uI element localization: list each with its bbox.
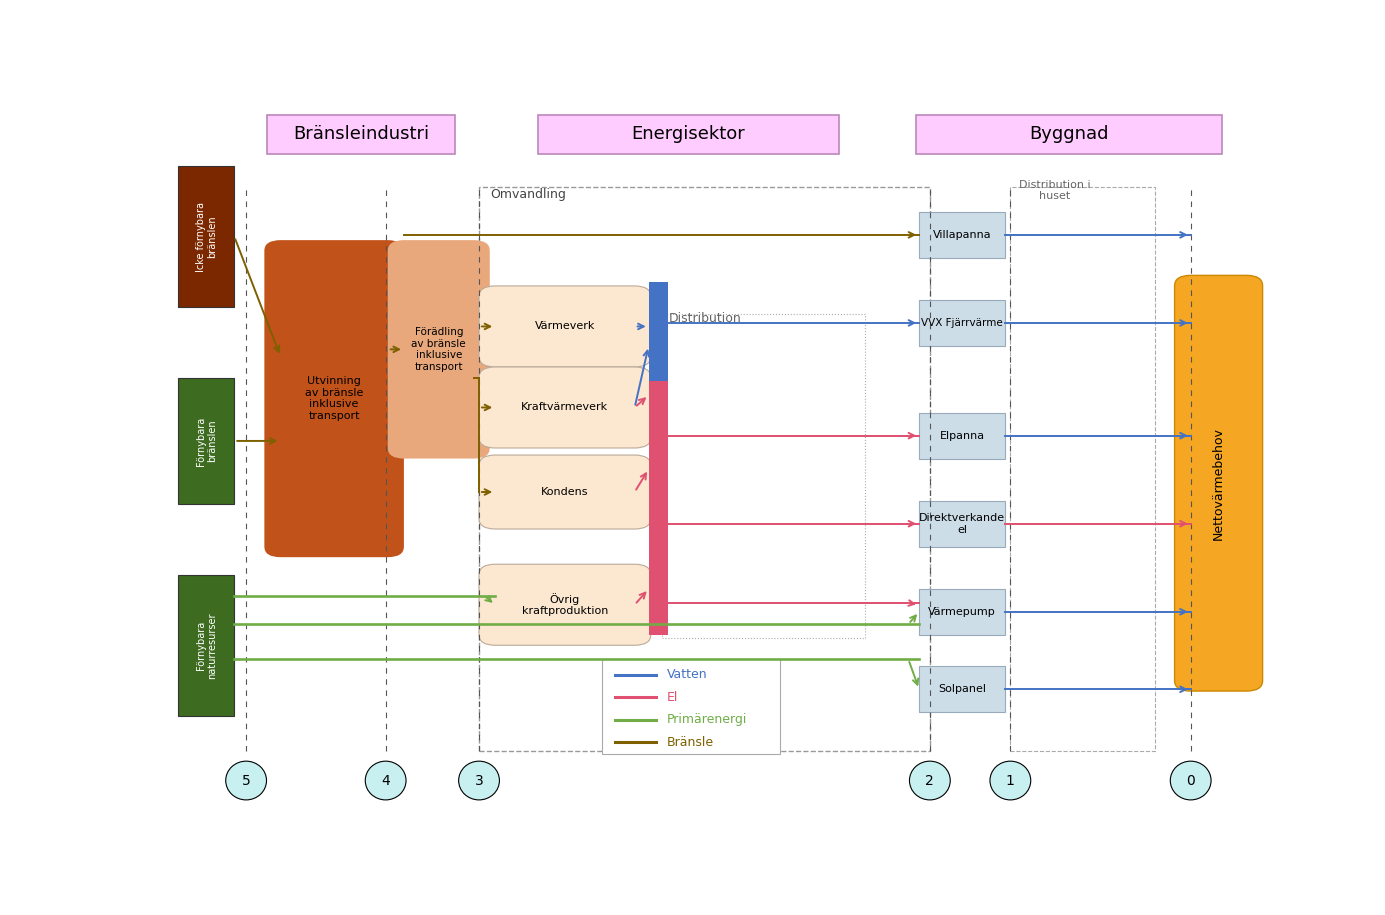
Text: Elpanna: Elpanna <box>939 431 985 441</box>
Bar <box>179 575 234 716</box>
Bar <box>602 660 780 755</box>
Ellipse shape <box>458 761 500 800</box>
Bar <box>920 501 1006 546</box>
Text: Bränsleindustri: Bränsleindustri <box>292 125 429 144</box>
Text: Distribution i
huset: Distribution i huset <box>1019 179 1090 201</box>
Bar <box>267 115 454 154</box>
Bar <box>179 167 234 307</box>
Text: Övrig
kraftproduktion: Övrig kraftproduktion <box>522 593 608 617</box>
Text: Värmeverk: Värmeverk <box>535 321 596 331</box>
Text: Förnybara
naturresurser: Förnybara naturresurser <box>195 612 217 679</box>
Text: Villapanna: Villapanna <box>932 230 992 240</box>
Text: 2: 2 <box>925 773 935 788</box>
FancyBboxPatch shape <box>479 455 651 529</box>
Text: 0: 0 <box>1187 773 1195 788</box>
Text: Vatten: Vatten <box>668 668 708 682</box>
Text: Direktverkande
el: Direktverkande el <box>920 513 1006 534</box>
Bar <box>920 212 1006 258</box>
Bar <box>479 188 929 751</box>
Text: Omvandling: Omvandling <box>490 188 565 201</box>
Bar <box>920 589 1006 635</box>
Bar <box>648 283 668 384</box>
Bar <box>920 413 1006 458</box>
Bar <box>1011 188 1155 751</box>
Bar <box>662 314 866 639</box>
Text: Nettovärmebehov: Nettovärmebehov <box>1212 426 1226 540</box>
Text: Förädling
av bränsle
inklusive
transport: Förädling av bränsle inklusive transport <box>411 327 467 371</box>
Bar <box>920 300 1006 346</box>
Bar <box>648 381 668 635</box>
Text: Icke förnybara
bränslen: Icke förnybara bränslen <box>195 201 217 272</box>
Ellipse shape <box>910 761 950 800</box>
Ellipse shape <box>1170 761 1210 800</box>
Text: Distribution: Distribution <box>669 312 742 325</box>
Text: Kraftvärmeverk: Kraftvärmeverk <box>521 403 608 413</box>
FancyBboxPatch shape <box>1174 275 1263 691</box>
Text: 3: 3 <box>475 773 483 788</box>
Text: Bränsle: Bränsle <box>668 736 715 749</box>
Text: VVX Fjärrvärme: VVX Fjärrvärme <box>921 318 1003 328</box>
FancyBboxPatch shape <box>479 285 651 367</box>
Bar <box>537 115 839 154</box>
Text: Kondens: Kondens <box>542 487 589 497</box>
FancyBboxPatch shape <box>388 240 490 458</box>
Text: Värmepump: Värmepump <box>928 607 996 617</box>
Text: Byggnad: Byggnad <box>1029 125 1109 144</box>
FancyBboxPatch shape <box>479 565 651 645</box>
Ellipse shape <box>366 761 406 800</box>
Text: Utvinning
av bränsle
inklusive
transport: Utvinning av bränsle inklusive transport <box>305 376 363 421</box>
FancyBboxPatch shape <box>479 367 651 448</box>
Ellipse shape <box>226 761 266 800</box>
Bar <box>920 666 1006 712</box>
Text: Energisektor: Energisektor <box>632 125 745 144</box>
Text: Primärenergi: Primärenergi <box>668 714 748 727</box>
Ellipse shape <box>990 761 1030 800</box>
Text: Förnybara
bränslen: Förnybara bränslen <box>195 416 217 466</box>
Text: 5: 5 <box>242 773 251 788</box>
Bar <box>917 115 1223 154</box>
FancyBboxPatch shape <box>265 240 404 557</box>
Text: 4: 4 <box>381 773 391 788</box>
Text: 1: 1 <box>1006 773 1015 788</box>
Text: El: El <box>668 691 679 704</box>
Bar <box>179 378 234 504</box>
Text: Solpanel: Solpanel <box>938 684 986 694</box>
